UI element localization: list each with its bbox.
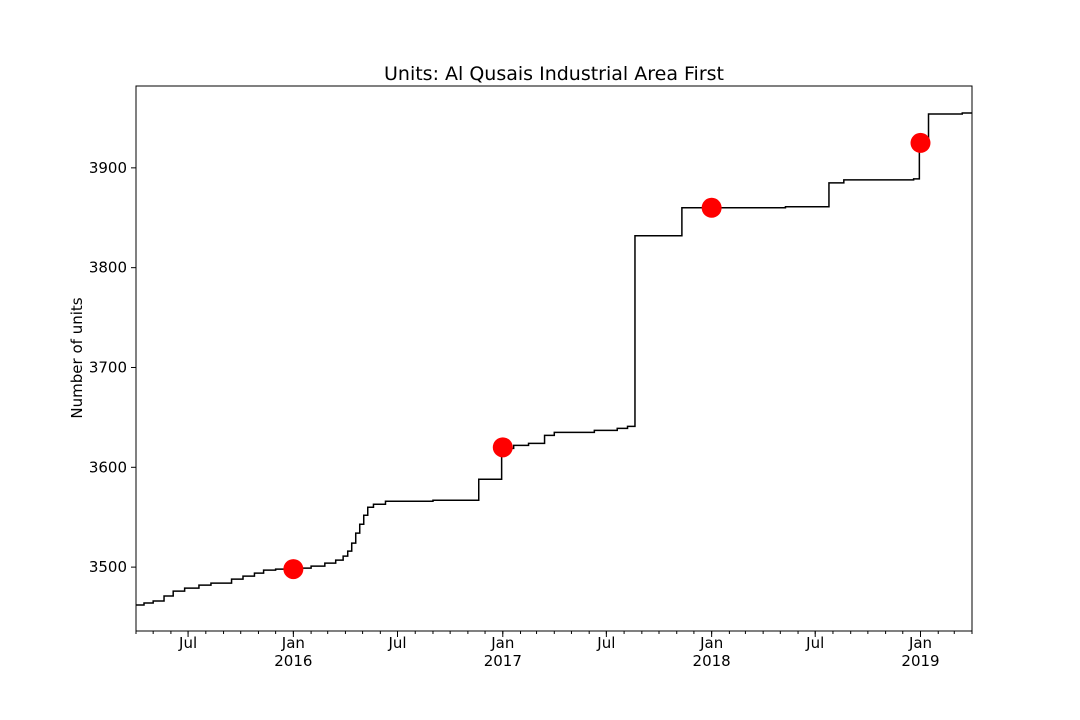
x-tick-label: Jan [281,634,305,652]
x-tick-label: Jul [596,634,615,652]
plot-frame [135,85,973,632]
y-tick-label: 3600 [89,458,127,476]
x-tick-year-label: 2019 [901,652,939,670]
marker-point [283,559,304,580]
x-tick-label: Jan [490,634,514,652]
marker-point [701,197,722,218]
y-tick-label: 3800 [89,259,127,277]
y-axis-label: Number of units [68,297,86,418]
x-tick-label: Jan [908,634,932,652]
y-tick-label: 3500 [89,558,127,576]
x-tick-label: Jul [178,634,197,652]
chart-title: Units: Al Qusais Industrial Area First [384,63,724,85]
x-tick-label: Jul [387,634,406,652]
y-tick-label: 3900 [89,159,127,177]
x-tick-label: Jan [699,634,723,652]
x-tick-year-label: 2018 [693,652,731,670]
x-tick-year-label: 2017 [484,652,522,670]
x-tick-year-label: 2016 [274,652,312,670]
units-step-line [136,112,972,606]
marker-point [910,132,931,153]
y-tick-label: 3700 [89,358,127,376]
marker-point [492,437,513,458]
x-tick-label: Jul [805,634,824,652]
